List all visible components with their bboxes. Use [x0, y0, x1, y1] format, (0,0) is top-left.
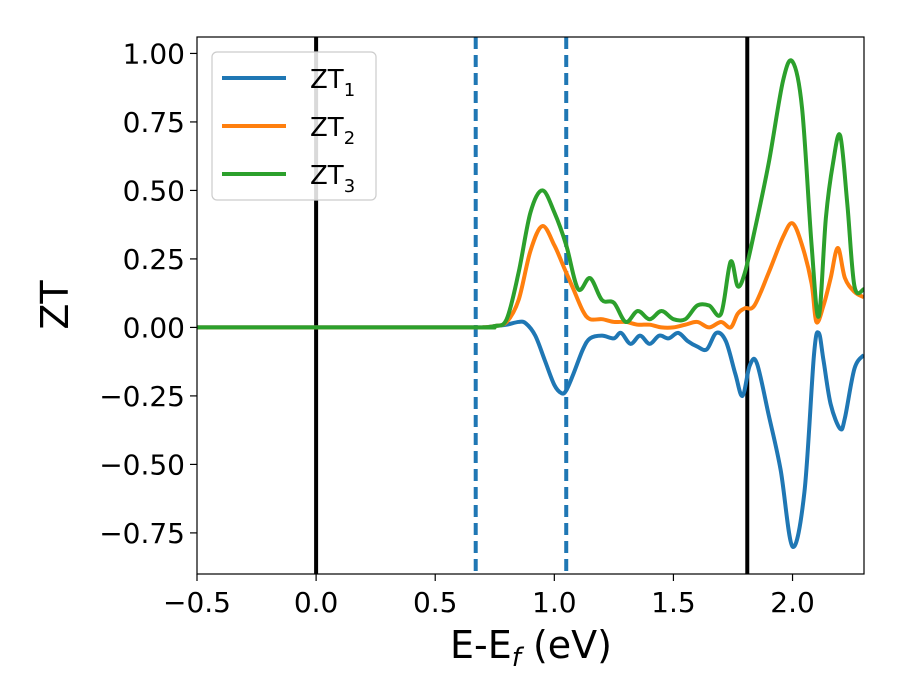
plot-frame — [196, 36, 865, 575]
x-tick-label: 0.5 — [413, 586, 458, 619]
y-tick-label: 0.00 — [123, 311, 185, 344]
y-axis-ticks: 1.00 0.75 0.50 0.25 0.00 −0.25 −0.50 −0.75 — [99, 37, 197, 550]
series-line-zt1 — [197, 319, 864, 549]
reference-lines — [314, 37, 750, 574]
legend-box — [211, 51, 377, 201]
y-axis-label: ZT — [33, 280, 77, 330]
plot-axes — [196, 36, 865, 575]
x-axis-label: E-Ef (eV) — [450, 623, 612, 673]
x-axis-ticks: −0.5 0.0 0.5 1.0 1.5 2.0 — [163, 574, 815, 619]
y-tick-label: 0.25 — [123, 243, 185, 276]
x-tick-label: 1.0 — [532, 586, 577, 619]
y-tick-label: −0.25 — [99, 380, 185, 413]
series-lines — [197, 58, 864, 549]
x-tick-label: 0.0 — [294, 586, 339, 619]
y-tick-label: −0.50 — [99, 448, 185, 481]
x-tick-label: 1.5 — [651, 586, 696, 619]
series-line-zt3 — [197, 58, 864, 330]
y-tick-label: 1.00 — [123, 37, 185, 70]
x-axis-label-unit: (eV) — [521, 623, 612, 667]
legend: ZT1 ZT2 ZT3 — [211, 51, 377, 201]
legend-label-zt1: ZT1 — [310, 65, 355, 101]
x-tick-label: 2.0 — [770, 586, 815, 619]
y-tick-label: 0.75 — [123, 106, 185, 139]
legend-label-zt3: ZT3 — [310, 161, 355, 197]
x-tick-label: −0.5 — [163, 586, 231, 619]
legend-label-zt2: ZT2 — [310, 113, 355, 149]
y-tick-label: −0.75 — [99, 517, 185, 550]
series-line-zt2 — [197, 221, 864, 330]
y-tick-label: 0.50 — [123, 174, 185, 207]
